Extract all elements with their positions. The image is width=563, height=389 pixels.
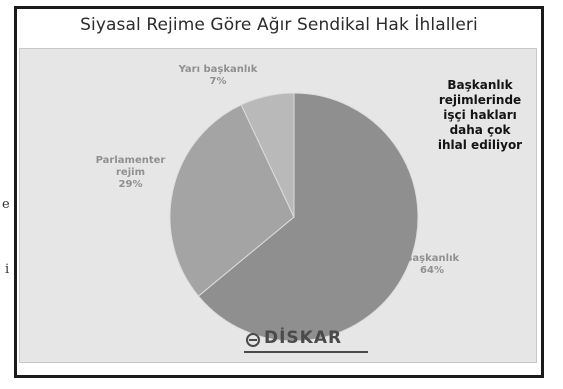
diskar-logo: DİSKAR: [238, 325, 372, 355]
slice-name: Parlamenter rejim: [83, 155, 178, 179]
slice-value: 29%: [118, 179, 143, 190]
slice-name-line-1: Parlamenter: [95, 155, 166, 166]
annotation-line: işçi hakları: [443, 108, 517, 122]
annotation-line: rejimlerinde: [438, 93, 522, 107]
margin-text-fragment-1: e: [2, 197, 10, 212]
pie-slice-1: [169, 104, 295, 297]
margin-text-fragment-2: i: [5, 262, 10, 277]
slice-label-yari-baskanlik: Yarı başkanlık 7%: [178, 64, 258, 88]
slice-name-line-2: rejim: [116, 167, 145, 178]
slice-name: Yarı başkanlık: [178, 64, 258, 75]
slice-value: 7%: [209, 76, 227, 87]
annotation-line: Başkanlık: [447, 78, 513, 92]
pie-slice-2: [240, 92, 295, 218]
logo-text: DİSKAR: [264, 328, 343, 348]
logo-mark-icon: [246, 333, 260, 347]
annotation-callout: Başkanlık rejimlerinde işçi hakları daha…: [418, 78, 542, 153]
slice-name: Başkanlık: [404, 253, 460, 264]
logo-underline: [244, 351, 368, 353]
slice-label-baskanlik: Başkanlık 64%: [392, 253, 472, 277]
annotation-line: ihlal ediliyor: [437, 138, 523, 152]
slice-value: 64%: [420, 265, 444, 276]
slice-label-parlamenter: Parlamenter rejim 29%: [83, 155, 178, 191]
chart-title: Siyasal Rejime Göre Ağır Sendikal Hak İh…: [80, 15, 478, 35]
annotation-line: daha çok: [449, 123, 511, 137]
